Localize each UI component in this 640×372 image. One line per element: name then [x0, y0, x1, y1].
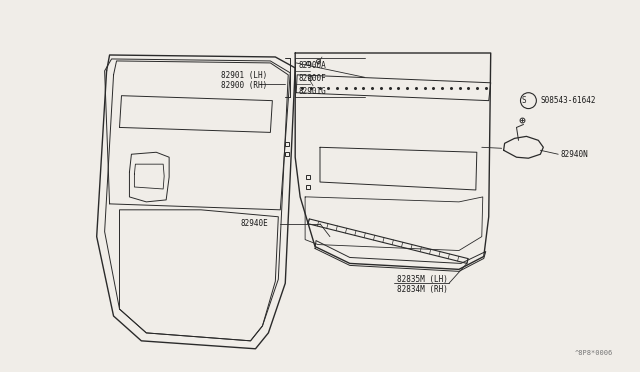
Text: 82901G: 82901G [298, 87, 326, 96]
Text: 82835M (LH): 82835M (LH) [397, 275, 448, 284]
Text: 82834M (RH): 82834M (RH) [397, 285, 448, 294]
Text: S08543-61642: S08543-61642 [540, 96, 596, 105]
Text: 82900 (RH): 82900 (RH) [221, 81, 267, 90]
Text: 82940E: 82940E [241, 219, 268, 228]
Text: 82900F: 82900F [298, 74, 326, 83]
Text: 82900A: 82900A [298, 61, 326, 70]
Text: S: S [521, 96, 526, 105]
Text: ^8P8*0006: ^8P8*0006 [575, 350, 612, 356]
Text: 82940N: 82940N [560, 150, 588, 159]
Text: 82901 (LH): 82901 (LH) [221, 71, 267, 80]
